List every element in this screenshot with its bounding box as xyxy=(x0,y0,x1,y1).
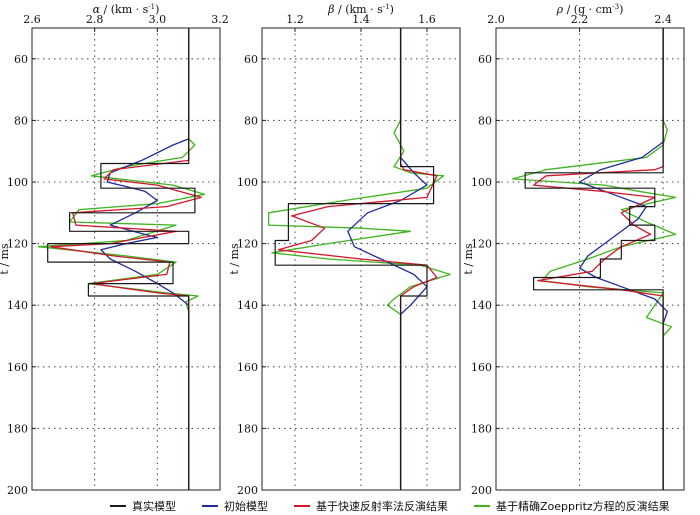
x-axis-title-suffix: ) xyxy=(155,3,159,16)
x-axis-title-superscript: -1 xyxy=(148,3,155,11)
x-axis-title-superscript: -3 xyxy=(612,3,619,11)
x-tick-label: 2.4 xyxy=(654,13,672,26)
legend-swatch xyxy=(110,505,126,507)
y-tick-label: 120 xyxy=(471,238,492,251)
chart-legend: 真实模型 初始模型 基于快速反射率法反演结果 基于精确Zoeppritz方程的反… xyxy=(110,497,670,515)
legend-label: 真实模型 xyxy=(132,500,176,513)
panel-alpha: 2.6 2.8 3.0 3.2 60 80 100 120 140 160 180 200 α / (k… xyxy=(0,3,229,497)
panel-beta: 1.2 1.4 1.6 60 80 100 120 140 160 180 200 β / (km ·… xyxy=(228,3,461,497)
y-tick-label: 160 xyxy=(471,361,492,374)
y-tick-label: 80 xyxy=(244,114,258,127)
x-tick-label: 2.2 xyxy=(571,13,589,26)
panel-rho: 2.0 2.2 2.4 60 80 100 120 140 160 180 200 ρ / (g · … xyxy=(462,3,685,497)
y-tick-label: 60 xyxy=(478,53,492,66)
x-tick-label: 1.4 xyxy=(352,13,370,26)
series-line-2 xyxy=(50,28,202,490)
x-axis-title-unit: / (km · s xyxy=(335,3,384,16)
x-tick-label: 1.6 xyxy=(418,13,436,26)
series-line-2 xyxy=(277,28,438,490)
y-tick-label: 140 xyxy=(237,299,258,312)
y-axis-title: t / ms xyxy=(462,243,475,275)
x-axis-title-symbol: ρ xyxy=(556,3,564,16)
y-tick-label: 140 xyxy=(471,299,492,312)
plot-frame xyxy=(495,27,685,491)
x-axis-title-superscript: -1 xyxy=(383,3,390,11)
legend-swatch xyxy=(202,505,218,507)
y-tick-label: 120 xyxy=(7,238,28,251)
y-tick-label: 180 xyxy=(7,422,28,435)
x-axis-title-suffix: ) xyxy=(619,3,623,16)
x-tick-label: 2.6 xyxy=(23,13,41,26)
legend-label: 初始模型 xyxy=(224,500,268,513)
legend-item-zoeppritz: 基于精确Zoeppritz方程的反演结果 xyxy=(474,498,670,514)
y-axis-title: t / ms xyxy=(0,243,11,275)
x-axis-title-symbol: α xyxy=(93,3,101,16)
chart-canvas: 2.6 2.8 3.0 3.2 60 80 100 120 140 160 180 200 α / (k… xyxy=(0,3,685,497)
y-tick-label: 120 xyxy=(237,238,258,251)
series-line-2 xyxy=(532,28,664,490)
x-axis-title-unit: / (g · cm xyxy=(563,3,613,16)
x-axis-title: ρ / (g · cm-3) xyxy=(556,3,624,16)
legend-label: 基于快速反射率法反演结果 xyxy=(316,500,448,513)
legend-item-initial-model: 初始模型 xyxy=(202,498,268,514)
x-axis-title-suffix: ) xyxy=(390,3,394,16)
y-tick-label: 160 xyxy=(237,361,258,374)
series-line-0 xyxy=(47,28,196,490)
series-line-1 xyxy=(578,28,668,490)
y-tick-label: 100 xyxy=(237,176,258,189)
x-axis-title-symbol: β xyxy=(327,3,334,16)
x-axis-title-unit: / (km · s xyxy=(100,3,149,16)
legend-swatch xyxy=(474,505,490,507)
series-line-0 xyxy=(524,28,664,490)
series-line-3 xyxy=(37,28,205,490)
y-tick-label: 60 xyxy=(14,53,28,66)
x-tick-label: 3.0 xyxy=(149,13,167,26)
y-tick-label: 180 xyxy=(237,422,258,435)
y-axis-title: t / ms xyxy=(228,243,241,275)
plot-frame xyxy=(31,27,221,491)
y-tick-label: 80 xyxy=(14,114,28,127)
series-line-1 xyxy=(347,28,428,490)
x-axis-title: β / (km · s-1) xyxy=(327,3,394,16)
series-line-3 xyxy=(512,28,677,490)
series-line-3 xyxy=(267,28,451,490)
y-tick-label: 60 xyxy=(244,53,258,66)
x-tick-label: 2.8 xyxy=(86,13,104,26)
legend-swatch xyxy=(294,505,310,507)
x-axis-title: α / (km · s-1) xyxy=(93,3,160,16)
y-tick-label: 100 xyxy=(471,176,492,189)
legend-item-true-model: 真实模型 xyxy=(110,498,176,514)
y-tick-label: 80 xyxy=(478,114,492,127)
y-tick-label: 160 xyxy=(7,361,28,374)
y-tick-label: 140 xyxy=(7,299,28,312)
y-tick-label: 200 xyxy=(237,484,258,497)
y-tick-label: 200 xyxy=(7,484,28,497)
y-tick-label: 180 xyxy=(471,422,492,435)
x-tick-label: 3.2 xyxy=(211,13,229,26)
y-tick-label: 100 xyxy=(7,176,28,189)
series-line-1 xyxy=(100,28,190,490)
legend-item-fast-reflectivity: 基于快速反射率法反演结果 xyxy=(294,498,448,514)
y-tick-label: 200 xyxy=(471,484,492,497)
legend-label: 基于精确Zoeppritz方程的反演结果 xyxy=(496,500,670,513)
series-line-0 xyxy=(274,28,435,490)
x-tick-label: 1.2 xyxy=(286,13,304,26)
x-tick-label: 2.0 xyxy=(487,13,505,26)
